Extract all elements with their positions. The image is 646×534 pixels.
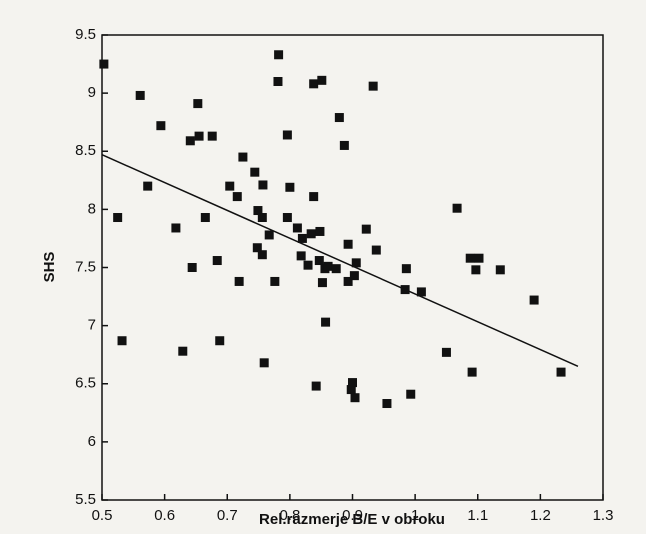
point	[452, 203, 462, 213]
point	[113, 213, 123, 223]
point	[282, 130, 292, 140]
point	[178, 346, 188, 356]
point	[361, 224, 371, 234]
point	[350, 393, 360, 403]
point	[207, 131, 217, 141]
y-tick-label: 6	[88, 433, 96, 450]
point	[314, 256, 324, 266]
y-tick-label: 8.5	[75, 142, 96, 159]
point	[401, 264, 411, 274]
point	[258, 180, 268, 190]
y-tick-label: 6.5	[75, 375, 96, 392]
point	[215, 336, 225, 346]
point	[252, 243, 262, 253]
point	[296, 251, 306, 261]
point	[171, 223, 181, 233]
point	[212, 256, 222, 266]
point	[441, 347, 451, 357]
point	[185, 136, 195, 146]
x-tick-label: 1.3	[593, 507, 614, 524]
point	[200, 213, 210, 223]
point	[285, 182, 295, 192]
point	[232, 192, 242, 202]
point	[346, 385, 356, 395]
point	[416, 287, 426, 297]
point	[156, 121, 166, 131]
point	[495, 265, 505, 275]
point	[257, 250, 267, 260]
point	[343, 239, 353, 249]
y-tick-label: 9	[88, 84, 96, 101]
y-axis-title: SHS	[41, 252, 58, 283]
point	[311, 381, 321, 391]
y-tick-label: 5.5	[75, 491, 96, 508]
point	[471, 265, 481, 275]
point	[474, 253, 484, 263]
point	[317, 278, 327, 288]
point	[264, 230, 274, 240]
point	[331, 264, 341, 274]
point	[309, 79, 319, 89]
point	[343, 276, 353, 286]
x-tick-label: 0.8	[279, 507, 300, 524]
point	[193, 99, 203, 109]
point	[382, 399, 392, 409]
point	[303, 260, 313, 270]
trend-line	[101, 154, 579, 367]
point	[187, 263, 197, 272]
x-tick-label: 1.2	[530, 507, 551, 524]
point	[292, 223, 302, 233]
x-tick-label: 1.1	[467, 507, 488, 524]
point	[351, 258, 361, 268]
point	[317, 75, 327, 85]
point	[348, 378, 357, 388]
point	[238, 152, 248, 162]
point	[323, 261, 333, 271]
point	[309, 192, 319, 202]
point	[282, 213, 292, 223]
point	[556, 367, 566, 377]
point	[117, 336, 127, 346]
point	[321, 317, 331, 327]
point	[234, 276, 244, 286]
y-tick-label: 7.5	[75, 258, 96, 275]
point	[349, 271, 359, 281]
point	[270, 276, 280, 286]
x-tick-label: 0.6	[154, 507, 175, 524]
point	[371, 245, 381, 255]
plot-frame	[101, 34, 604, 501]
point	[259, 358, 269, 368]
point	[253, 206, 263, 216]
x-tick-label: 1	[411, 507, 419, 524]
point	[99, 59, 109, 69]
point	[194, 131, 204, 141]
point	[274, 50, 284, 60]
point	[406, 389, 416, 399]
point	[368, 81, 378, 91]
point	[400, 285, 410, 295]
point	[273, 77, 283, 86]
point	[306, 229, 316, 239]
y-tick-label: 8	[88, 200, 96, 217]
point	[529, 295, 539, 305]
point	[297, 233, 307, 243]
point	[467, 367, 477, 377]
y-tick-label: 9.5	[75, 26, 96, 43]
y-tick-label: 7	[88, 317, 96, 334]
point	[315, 226, 325, 236]
point	[225, 181, 235, 191]
x-tick-label: 0.9	[342, 507, 363, 524]
point	[135, 90, 145, 100]
x-tick-label: 0.5	[92, 507, 113, 524]
point	[339, 140, 349, 150]
point	[250, 167, 260, 177]
point	[334, 113, 344, 123]
x-tick-label: 0.7	[217, 507, 238, 524]
point	[143, 181, 153, 191]
point	[465, 253, 475, 263]
x-axis-title: Rel.razmerje B/E v obroku	[259, 511, 445, 528]
point	[257, 213, 267, 223]
